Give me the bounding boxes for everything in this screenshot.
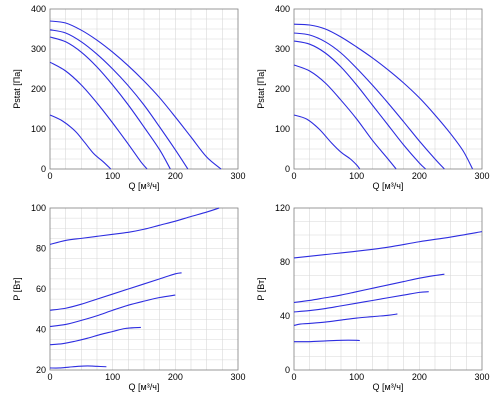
grid	[294, 9, 482, 169]
x-tick-label: 300	[230, 372, 245, 382]
x-axis-label: Q [м³/ч]	[373, 382, 404, 392]
y-tick-label: 0	[285, 365, 290, 375]
chart-pstat-left: 0 100 200 300 0 100 200 300 400 Q [м³/ч] Pstat [Па…	[12, 4, 246, 191]
y-tick-label: 400	[275, 4, 290, 14]
series-line-4	[49, 29, 189, 170]
x-tick-label: 200	[168, 372, 183, 382]
y-tick-label: 0	[41, 164, 46, 174]
series-line-1	[49, 114, 112, 170]
series-line-3	[293, 291, 429, 313]
grid	[50, 208, 238, 370]
x-tick-label: 300	[474, 171, 489, 181]
plot-frame	[293, 8, 483, 170]
series-line-1	[293, 114, 361, 170]
x-tick-label: 100	[349, 171, 364, 181]
series-line-4	[293, 273, 445, 304]
x-tick-label: 300	[230, 171, 245, 181]
y-tick-label: 80	[36, 244, 46, 254]
y-tick-label: 400	[31, 4, 46, 14]
x-tick-label: 100	[105, 372, 120, 382]
y-tick-label: 300	[275, 44, 290, 54]
series-line-3	[293, 40, 426, 170]
x-tick-label: 300	[474, 372, 489, 382]
series-line-2	[293, 313, 398, 326]
series-line-4	[293, 32, 445, 170]
y-tick-label: 20	[36, 365, 46, 375]
grid	[50, 9, 238, 169]
plot-frame	[49, 207, 239, 371]
y-axis-label: P [Вт]	[12, 277, 22, 300]
y-tick-label: 200	[31, 84, 46, 94]
series-line-5	[293, 231, 483, 259]
chart-power-right: 0 100 200 300 0 40 80 120 Q [м³/ч] P [Вт]	[256, 203, 490, 392]
y-tick-label: 100	[31, 124, 46, 134]
y-tick-label: 100	[275, 124, 290, 134]
grid	[294, 208, 482, 370]
series-line-3	[49, 36, 171, 170]
x-tick-label: 200	[412, 171, 427, 181]
x-tick-label: 100	[105, 171, 120, 181]
y-tick-label: 100	[31, 203, 46, 213]
y-axis-label: Pstat [Па]	[256, 69, 266, 109]
chart-pstat-right: 0 100 200 300 0 100 200 300 400 Q [м³/ч] Pstat [Па…	[256, 4, 490, 191]
chart-power-left: 0 100 200 300 20 40 60 80 100 Q [м³/ч] P [Вт]	[12, 203, 246, 392]
y-tick-label: 40	[36, 325, 46, 335]
y-axis-label: Pstat [Па]	[12, 69, 22, 109]
series-line-5	[293, 23, 474, 170]
series-line-2	[49, 61, 148, 170]
x-tick-label: 0	[47, 372, 52, 382]
y-tick-label: 200	[275, 84, 290, 94]
y-axis-label: P [Вт]	[256, 277, 266, 300]
y-tick-label: 120	[275, 203, 290, 213]
y-tick-label: 0	[285, 164, 290, 174]
series-line-5	[49, 207, 220, 245]
x-tick-label: 200	[168, 171, 183, 181]
plot-frame	[293, 207, 483, 371]
y-tick-label: 300	[31, 44, 46, 54]
series-line-5	[49, 20, 222, 170]
series-line-4	[49, 272, 182, 311]
x-tick-label: 0	[291, 372, 296, 382]
plot-frame	[49, 8, 239, 170]
series-line-2	[49, 326, 141, 346]
y-tick-label: 60	[36, 284, 46, 294]
series-line-3	[49, 294, 176, 328]
x-axis-label: Q [м³/ч]	[129, 382, 160, 392]
x-tick-label: 100	[349, 372, 364, 382]
series-line-2	[293, 64, 397, 170]
x-axis-label: Q [м³/ч]	[373, 181, 404, 191]
series-line-1	[49, 365, 107, 369]
y-tick-label: 80	[280, 257, 290, 267]
x-tick-label: 0	[291, 171, 296, 181]
x-axis-label: Q [м³/ч]	[129, 181, 160, 191]
x-tick-label: 200	[412, 372, 427, 382]
y-tick-label: 40	[280, 311, 290, 321]
x-tick-label: 0	[47, 171, 52, 181]
series-line-1	[293, 339, 360, 343]
